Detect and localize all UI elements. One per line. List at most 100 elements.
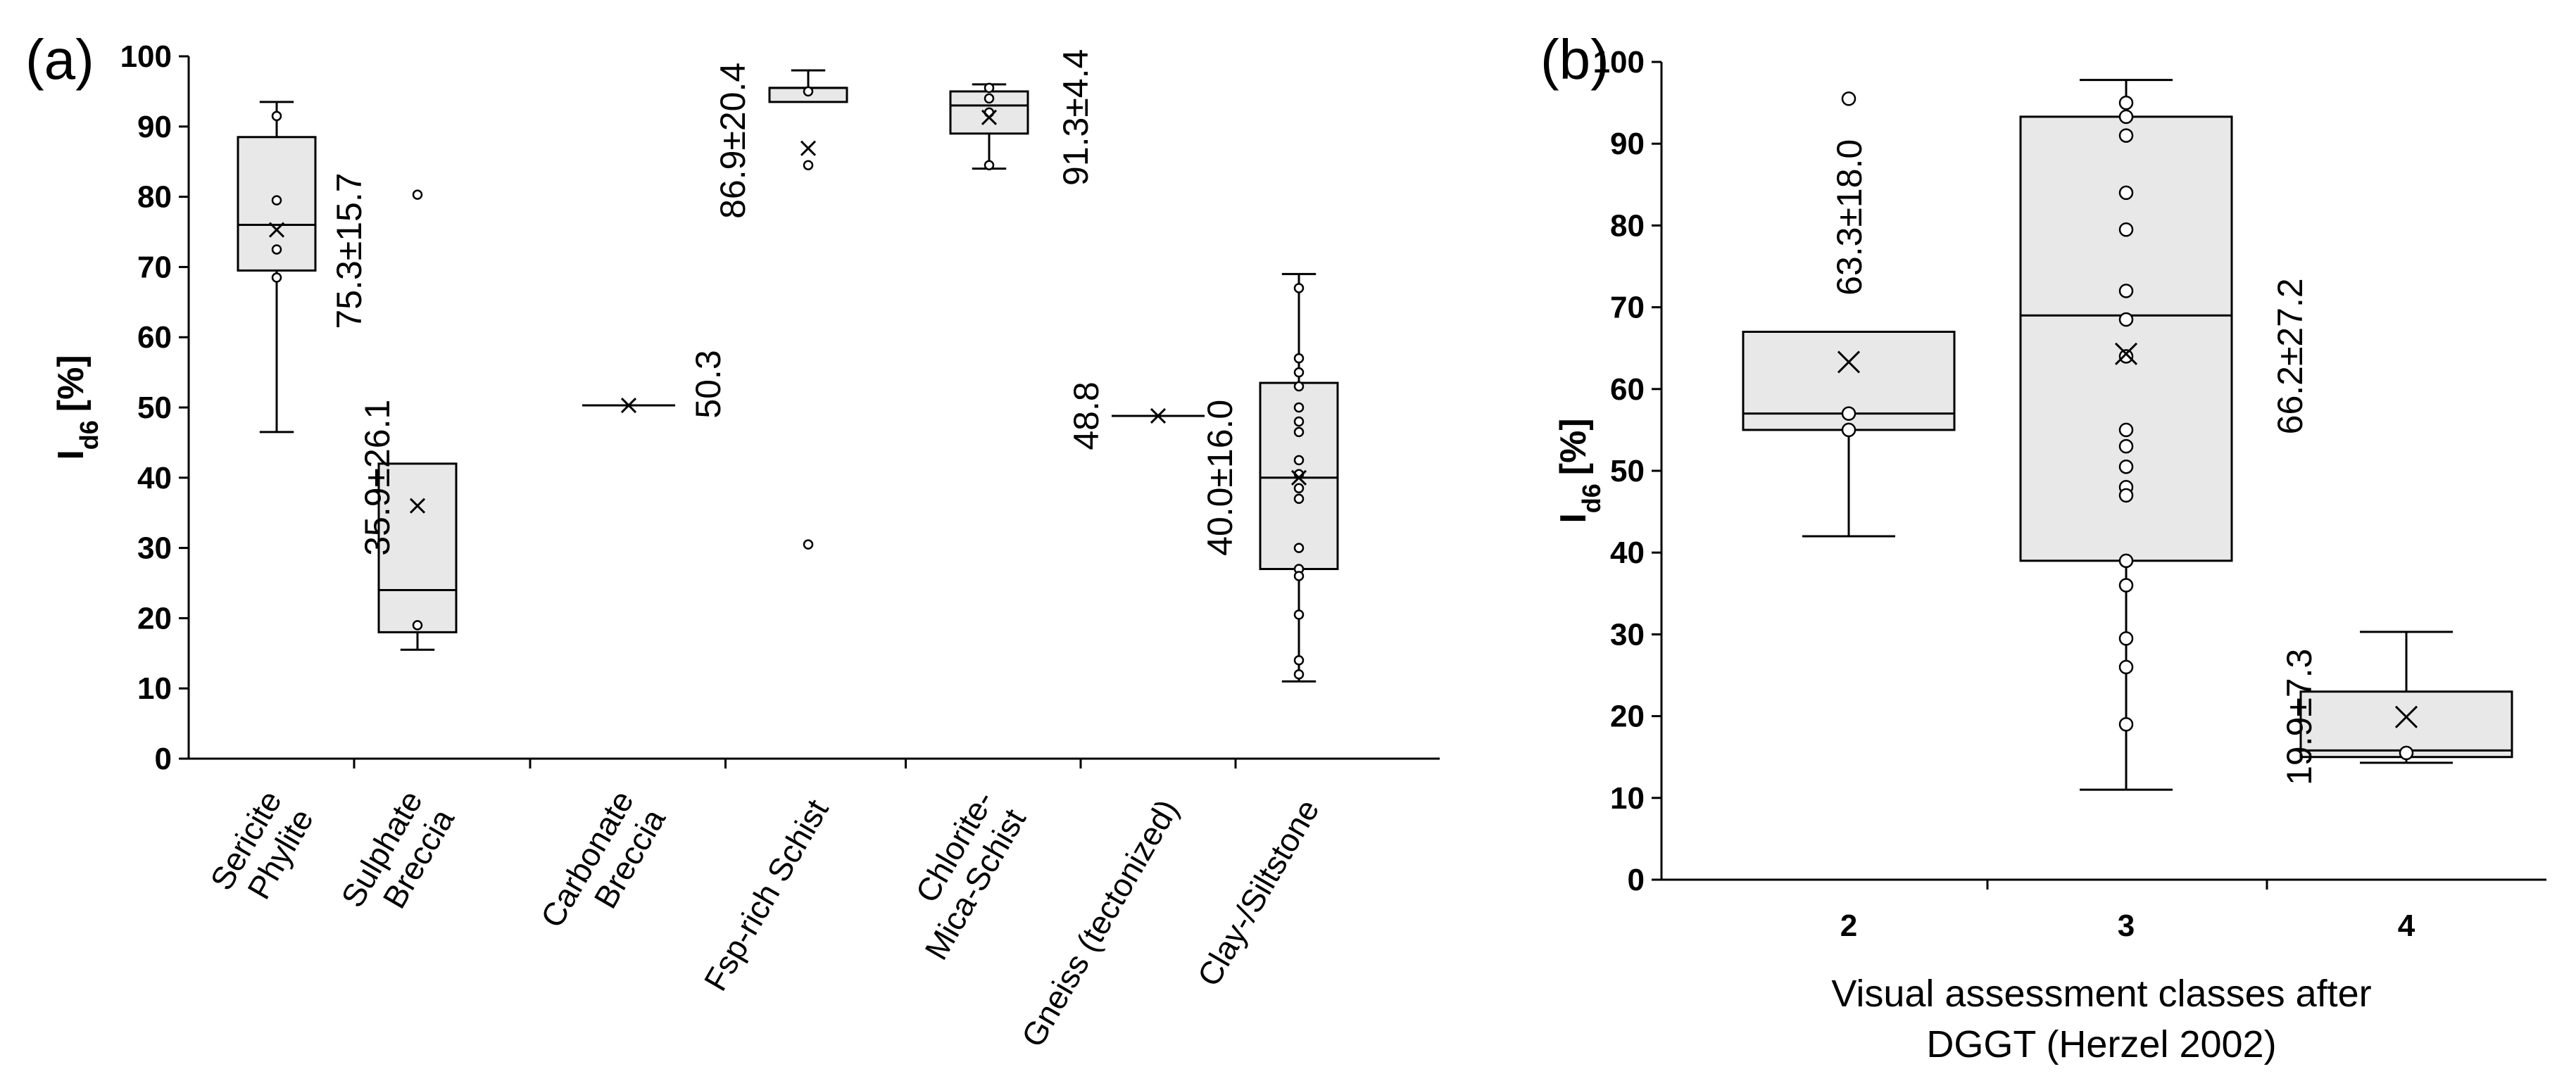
box-group: 86.9±20.4 Fsp-rich Schist — [697, 63, 848, 997]
category-label: Chlorite-Mica-Schist — [886, 784, 1033, 966]
mean-marker-stroke — [620, 397, 637, 414]
mean-marker — [409, 498, 426, 514]
mean-marker-stroke — [1150, 407, 1167, 424]
category-label: SericitePhylite — [203, 785, 320, 915]
mean-marker-stroke — [800, 140, 817, 156]
stat-annotation: 48.8 — [1067, 381, 1106, 450]
mean-marker — [2114, 342, 2138, 365]
data-point — [2118, 631, 2134, 646]
data-point — [2118, 185, 2134, 201]
data-point — [2118, 222, 2134, 237]
category-label-line: Gneiss (tectonized) — [1014, 793, 1185, 1053]
y-axis-title-sub: d6 — [1577, 483, 1606, 513]
stat-annotation: 50.3 — [689, 350, 728, 418]
data-point — [1293, 283, 1305, 293]
data-point — [984, 93, 995, 104]
data-point — [2118, 578, 2134, 593]
y-tick-label: 60 — [137, 320, 172, 355]
data-point — [271, 244, 282, 255]
data-point — [803, 160, 814, 170]
y-tick-label: 40 — [137, 461, 172, 495]
data-point — [412, 189, 423, 200]
y-tick-label: 80 — [137, 180, 172, 215]
panel-label: (b) — [1540, 28, 1609, 91]
y-axis-title-main: I — [51, 450, 92, 460]
data-point — [1293, 416, 1305, 427]
data-point — [2118, 438, 2134, 454]
data-point — [1293, 493, 1305, 504]
mean-marker-stroke — [268, 222, 285, 238]
y-tick-label: 0 — [1628, 863, 1645, 897]
box-group: 63.3±18.0 2 — [1742, 91, 1956, 943]
data-point — [2118, 312, 2134, 327]
box-iqr — [377, 462, 458, 633]
category-label: Fsp-rich Schist — [697, 793, 836, 997]
category-label-line: Fsp-rich Schist — [697, 793, 836, 997]
panel-b: (b) 0 10 20 30 40 50 60 70 80 90 100 Id6 [%] 63.3±18.0… — [1540, 28, 2546, 1065]
y-tick-label: 60 — [1610, 372, 1645, 407]
data-point — [1293, 353, 1305, 364]
data-point — [2118, 422, 2134, 438]
data-point — [984, 160, 995, 170]
data-point — [803, 539, 814, 550]
stat-annotation: 40.0±16.0 — [1200, 400, 1240, 556]
y-tick-label: 20 — [137, 601, 172, 635]
y-tick-label: 50 — [1610, 454, 1645, 488]
y-tick-label: 10 — [1610, 781, 1645, 816]
box-group: 75.3±15.7 SericitePhylite — [203, 101, 369, 915]
data-point — [2118, 553, 2134, 569]
box-group: 40.0±16.0 Clay-/Siltstone — [1190, 272, 1339, 992]
mean-marker — [1150, 407, 1167, 424]
data-point — [412, 620, 423, 631]
data-point — [271, 272, 282, 283]
data-point — [1293, 543, 1305, 553]
box-group: 19.9±7.3 4 — [2280, 631, 2513, 943]
mean-marker-stroke — [2114, 342, 2138, 365]
mean-marker-stroke — [1837, 350, 1861, 374]
stat-annotation: 35.9±26.1 — [358, 400, 397, 556]
mean-marker — [1837, 350, 1861, 374]
y-tick-label: 100 — [1593, 45, 1645, 80]
panel-a: (a) 0 10 20 30 40 50 60 70 80 90 100 Id6 [%] 75.3±15.7… — [25, 28, 1440, 1053]
data-point — [1293, 571, 1305, 581]
data-point — [1841, 406, 1856, 421]
data-point — [1293, 609, 1305, 620]
stat-annotation: 91.3±4.4 — [1056, 49, 1095, 186]
data-point — [1293, 402, 1305, 413]
data-point — [2118, 95, 2134, 110]
y-tick-label: 30 — [137, 531, 172, 566]
mean-marker — [981, 109, 998, 125]
panel-label: (a) — [25, 28, 94, 91]
x-axis-title-line: Visual assessment classes after — [1831, 973, 2371, 1015]
stat-annotation: 19.9±7.3 — [2280, 649, 2319, 785]
category-label: CarbonateBreccia — [534, 784, 673, 951]
box-group: 91.3±4.4 Chlorite-Mica-Schist — [886, 49, 1095, 966]
data-point — [2118, 109, 2134, 125]
data-point — [803, 86, 814, 97]
y-tick-label: 10 — [137, 671, 172, 706]
y-axis-title-unit: [%] — [51, 355, 92, 412]
y-tick-label: 70 — [137, 250, 172, 284]
data-point — [2118, 349, 2134, 364]
y-axis-title-main: I — [1553, 513, 1594, 523]
mean-marker — [800, 140, 817, 156]
y-tick-label: 70 — [1610, 291, 1645, 325]
stat-annotation: 75.3±15.7 — [329, 172, 369, 329]
data-point — [1293, 381, 1305, 392]
data-point — [1293, 426, 1305, 438]
data-point — [271, 110, 282, 122]
y-axis-title: Id6 [%] — [1553, 418, 1606, 523]
mean-marker — [620, 397, 637, 414]
stat-annotation: 66.2±27.2 — [2270, 278, 2310, 434]
data-point — [984, 82, 995, 94]
category-label: 4 — [2398, 909, 2415, 943]
box-group: 50.3 CarbonateBreccia — [534, 350, 728, 951]
box-group: 48.8 Gneiss (tectonized) — [1014, 381, 1205, 1053]
y-tick-label: 100 — [120, 39, 172, 74]
mean-marker — [268, 222, 285, 238]
data-point — [1841, 91, 1856, 106]
data-point — [2118, 459, 2134, 474]
category-label: Clay-/Siltstone — [1190, 793, 1326, 992]
category-label: 3 — [2118, 909, 2135, 943]
data-point — [2118, 128, 2134, 143]
